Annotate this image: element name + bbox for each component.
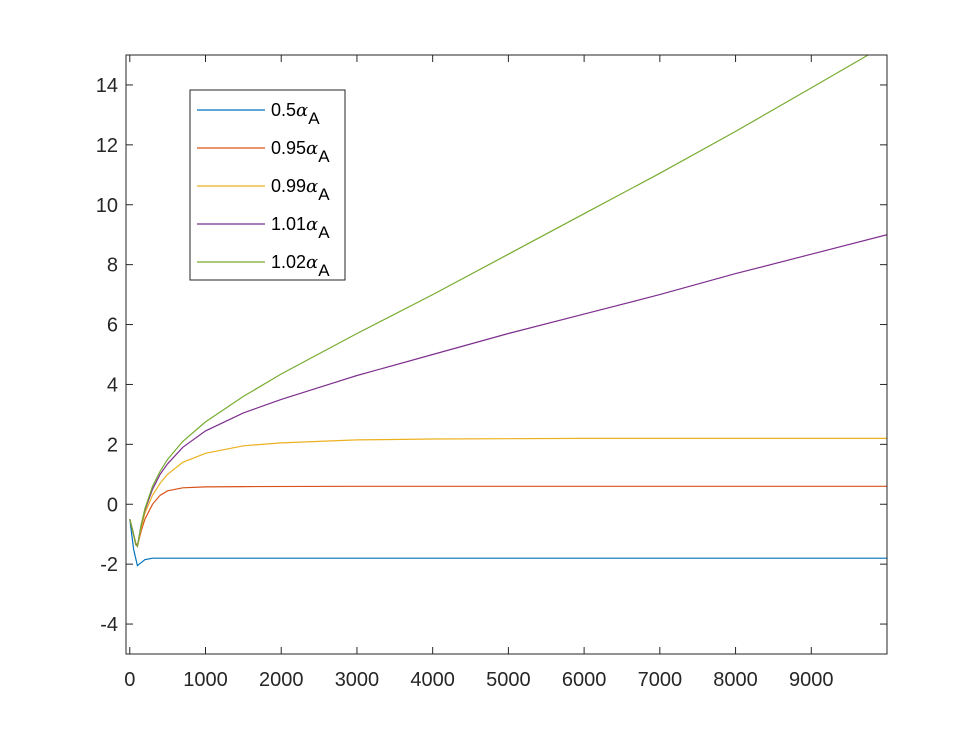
x-tick-label: 6000 <box>562 669 607 691</box>
y-tick-label: 12 <box>96 135 118 157</box>
legend-label-4: 1.02αA <box>271 252 330 280</box>
x-tick-label: 4000 <box>410 669 455 691</box>
legend-subscript: A <box>318 223 330 242</box>
axis-ticks: 0 1000 2000 3000 4000 5000 6000 7000 8000 9000 -4 -… <box>96 55 887 691</box>
y-tick-label: 14 <box>96 75 118 97</box>
y-tick-label: -4 <box>100 614 118 636</box>
legend-subscript: A <box>318 185 330 204</box>
x-tick-label: 1000 <box>183 669 228 691</box>
legend-label-2: 0.99αA <box>271 176 330 204</box>
y-tick-label: 8 <box>107 255 118 277</box>
x-tick-label: 8000 <box>713 669 758 691</box>
series-line-0 <box>129 519 887 567</box>
legend-symbol: α <box>296 100 308 121</box>
y-tick-label: 2 <box>107 434 118 456</box>
legend-symbol: α <box>306 252 318 273</box>
legend-symbol: α <box>306 138 318 159</box>
y-tick-label: 4 <box>107 374 118 396</box>
x-tick-label: 9000 <box>789 669 834 691</box>
legend-label-0: 0.5αA <box>271 100 320 128</box>
legend-prefix: 1.02 <box>271 252 306 272</box>
plot-area-frame <box>125 54 888 655</box>
legend-prefix: 0.95 <box>271 138 306 158</box>
legend-symbol: α <box>306 214 318 235</box>
legend-prefix: 0.5 <box>271 100 296 120</box>
legend-symbol: α <box>306 176 318 197</box>
x-tick-label: 0 <box>124 669 135 691</box>
legend-subscript: A <box>308 109 320 128</box>
y-tick-label: 0 <box>107 494 118 516</box>
legend-prefix: 1.01 <box>271 214 306 234</box>
legend-label-3: 1.01αA <box>271 214 330 242</box>
x-tick-label: 2000 <box>259 669 304 691</box>
y-tick-label: -2 <box>100 554 118 576</box>
y-tick-label: 6 <box>107 315 118 337</box>
legend-box <box>189 89 346 281</box>
series-line-4 <box>129 55 869 548</box>
series-layer <box>129 55 887 567</box>
legend-label-1: 0.95αA <box>271 138 330 166</box>
x-tick-label: 7000 <box>638 669 683 691</box>
x-tick-label: 5000 <box>486 669 531 691</box>
y-tick-label: 10 <box>96 195 118 217</box>
legend-subscript: A <box>318 147 330 166</box>
legend-subscript: A <box>318 261 330 280</box>
x-tick-label: 3000 <box>335 669 380 691</box>
legend-prefix: 0.99 <box>271 176 306 196</box>
